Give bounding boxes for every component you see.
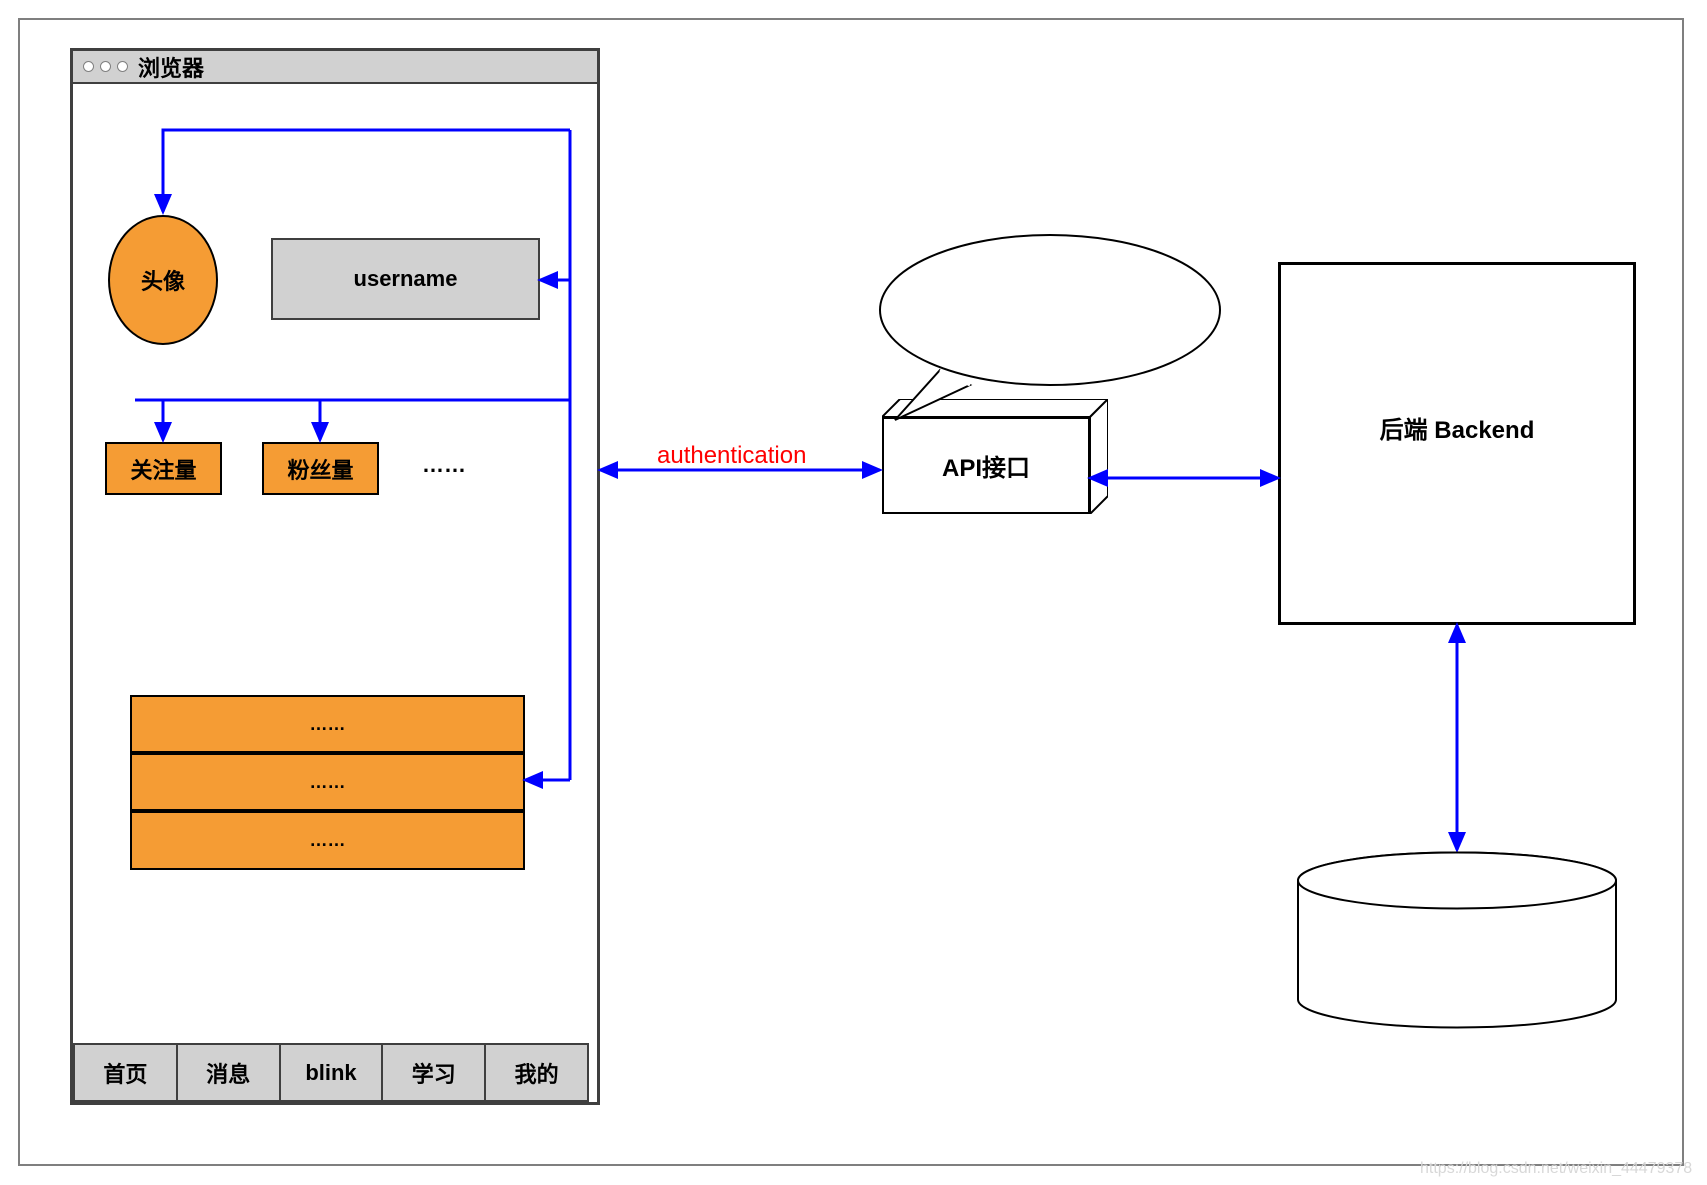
api-label: API接口 bbox=[942, 448, 1030, 483]
backend-box: 后端 Backend bbox=[1278, 262, 1636, 625]
backend-label: 后端 Backend bbox=[1281, 410, 1633, 445]
tab-0[interactable]: 首页 bbox=[73, 1043, 178, 1102]
tab-2[interactable]: blink bbox=[279, 1043, 384, 1102]
fans-label: 粉丝量 bbox=[287, 453, 353, 485]
bottom-tabbar: 首页消息blink学习我的 bbox=[73, 1043, 597, 1102]
tab-4[interactable]: 我的 bbox=[484, 1043, 589, 1102]
api-face: API接口 bbox=[882, 417, 1090, 514]
browser-window: 浏览器 bbox=[70, 48, 600, 1105]
traffic-dot-1 bbox=[83, 61, 94, 72]
username-node: username bbox=[271, 238, 540, 320]
diagram-canvas: 浏览器 头像 username 关注量 粉丝量 …… ……………… 首页消息bl… bbox=[0, 0, 1707, 1185]
list-row: …… bbox=[130, 753, 525, 811]
follow-label: 关注量 bbox=[130, 453, 196, 485]
bubble-line2: 粉丝量…… bbox=[995, 317, 1105, 342]
bubble-line1: 头像、关注量、 bbox=[973, 284, 1127, 309]
watermark: https://blog.csdn.net/weixin_44479378 bbox=[1420, 1160, 1692, 1178]
list-row: …… bbox=[130, 811, 525, 870]
api-box: API接口 bbox=[882, 399, 1108, 514]
avatar-label: 头像 bbox=[141, 264, 185, 296]
database-label: 数据库 bbox=[1407, 925, 1479, 960]
tab-3[interactable]: 学习 bbox=[381, 1043, 486, 1102]
browser-titlebar: 浏览器 bbox=[73, 51, 597, 84]
browser-title-label: 浏览器 bbox=[138, 51, 204, 83]
ellipsis-label: …… bbox=[422, 452, 466, 478]
list-panel: ……………… bbox=[130, 695, 525, 870]
traffic-dot-3 bbox=[117, 61, 128, 72]
avatar-node: 头像 bbox=[108, 215, 218, 345]
traffic-dot-2 bbox=[100, 61, 111, 72]
traffic-dots bbox=[83, 61, 128, 72]
username-label: username bbox=[354, 266, 458, 292]
authentication-label: authentication bbox=[657, 442, 806, 470]
follow-count-node: 关注量 bbox=[105, 442, 222, 495]
fans-count-node: 粉丝量 bbox=[262, 442, 379, 495]
list-row: …… bbox=[130, 695, 525, 753]
speech-bubble-text: 头像、关注量、 粉丝量…… bbox=[900, 280, 1200, 346]
tab-1[interactable]: 消息 bbox=[176, 1043, 281, 1102]
